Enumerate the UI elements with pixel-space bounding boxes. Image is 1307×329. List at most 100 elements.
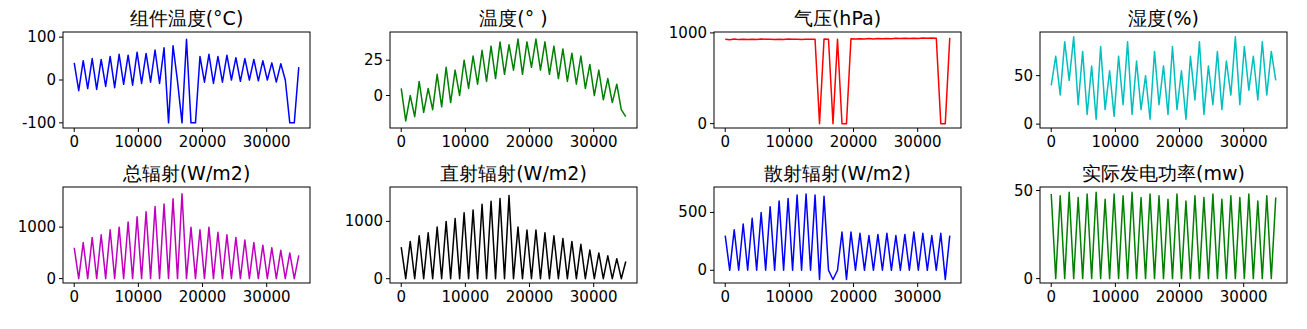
plot-area [401,39,626,121]
x-tick-label: 10000 [442,288,490,306]
y-tick [386,95,390,96]
x-tick [266,283,267,287]
x-tick [74,128,75,132]
subplot: 010000200003000001000气压(hPa) [669,7,961,151]
x-tick [593,128,594,132]
axes-frame [63,32,310,128]
x-tick [401,128,402,132]
x-tick-label: 30000 [243,288,291,306]
axes-frame [63,187,310,283]
x-tick-label: 0 [396,288,406,306]
plot-area [1051,37,1276,119]
x-tick [725,283,726,287]
x-tick-label: 20000 [1156,133,1204,151]
series-line [725,194,950,280]
y-tick [386,221,390,222]
axes-frame [1040,32,1287,128]
plot-area [74,39,299,123]
x-tick [266,128,267,132]
subplot-title: 气压(hPa) [794,7,881,29]
y-tick-label: 1000 [345,212,383,230]
subplot: 010000200003000001000直射辐射(W/m2) [345,162,637,306]
subplot: 0100002000030000050湿度(%) [1014,7,1287,151]
series-line [725,38,950,124]
y-tick-label: 50 [1014,67,1033,85]
y-tick [1036,190,1040,191]
subplot: 0100002000030000050实际发电功率(mw) [1014,162,1287,306]
x-tick [401,283,402,287]
x-tick-label: 20000 [506,288,554,306]
x-tick-label: 10000 [766,133,814,151]
figure: 0100002000030000-1000100组件温度(°C)01000020… [0,0,1307,329]
x-tick-label: 20000 [1156,288,1204,306]
y-tick [710,270,714,271]
y-tick-label: 1000 [18,218,56,236]
subplot: 0100002000030000025温度(° ) [364,7,637,151]
series-line [401,39,626,121]
subplot: 01000020000300000500散射辐射(W/m2) [678,162,961,306]
x-tick [917,283,918,287]
x-tick [202,283,203,287]
x-tick [74,283,75,287]
x-tick [1179,283,1180,287]
y-tick-label: 0 [1023,270,1033,288]
x-tick [1051,128,1052,132]
series-line [1051,37,1276,119]
y-tick-label: 50 [1014,182,1033,200]
subplot-title: 温度(° ) [479,7,547,29]
y-tick [710,212,714,213]
y-tick [59,227,63,228]
y-tick-label: 0 [697,261,707,279]
y-tick-label: 25 [364,51,383,69]
x-tick [725,128,726,132]
subplot-title: 散射辐射(W/m2) [764,162,911,184]
plot-area [1051,192,1276,278]
x-tick-label: 10000 [1092,288,1140,306]
subplot-title: 实际发电功率(mw) [1082,162,1245,184]
y-tick [59,80,63,81]
x-tick [853,283,854,287]
series-line [74,194,299,279]
x-tick [853,128,854,132]
y-tick [386,60,390,61]
x-tick [789,128,790,132]
x-tick-label: 0 [396,133,406,151]
x-tick-label: 30000 [1220,133,1268,151]
x-tick [1051,283,1052,287]
axes-frame [714,32,961,128]
x-tick-label: 20000 [506,133,554,151]
y-tick [1036,124,1040,125]
subplot-title: 湿度(%) [1128,7,1199,29]
y-tick-label: 0 [46,270,56,288]
x-tick-label: 10000 [766,288,814,306]
x-tick [529,283,530,287]
x-tick [593,283,594,287]
x-tick [465,128,466,132]
series-line [401,196,626,279]
x-tick-label: 20000 [830,288,878,306]
x-tick-label: 20000 [179,133,227,151]
y-tick [710,32,714,33]
y-tick [59,122,63,123]
x-tick-label: 0 [720,288,730,306]
series-line [74,39,299,123]
x-tick-label: 10000 [1092,133,1140,151]
subplot-title: 组件温度(°C) [130,7,244,29]
y-tick-label: 100 [27,28,56,46]
x-tick-label: 20000 [830,133,878,151]
x-tick [202,128,203,132]
plot-area [401,196,626,279]
axes-frame [714,187,961,283]
x-tick [138,283,139,287]
x-tick [1115,128,1116,132]
y-tick [386,278,390,279]
background [0,0,1307,329]
x-tick [1179,128,1180,132]
plot-area [74,194,299,279]
x-tick [917,128,918,132]
x-tick-label: 0 [720,133,730,151]
y-tick [1036,75,1040,76]
series-line [1051,192,1276,278]
y-tick-label: 0 [373,270,383,288]
x-tick-label: 10000 [442,133,490,151]
